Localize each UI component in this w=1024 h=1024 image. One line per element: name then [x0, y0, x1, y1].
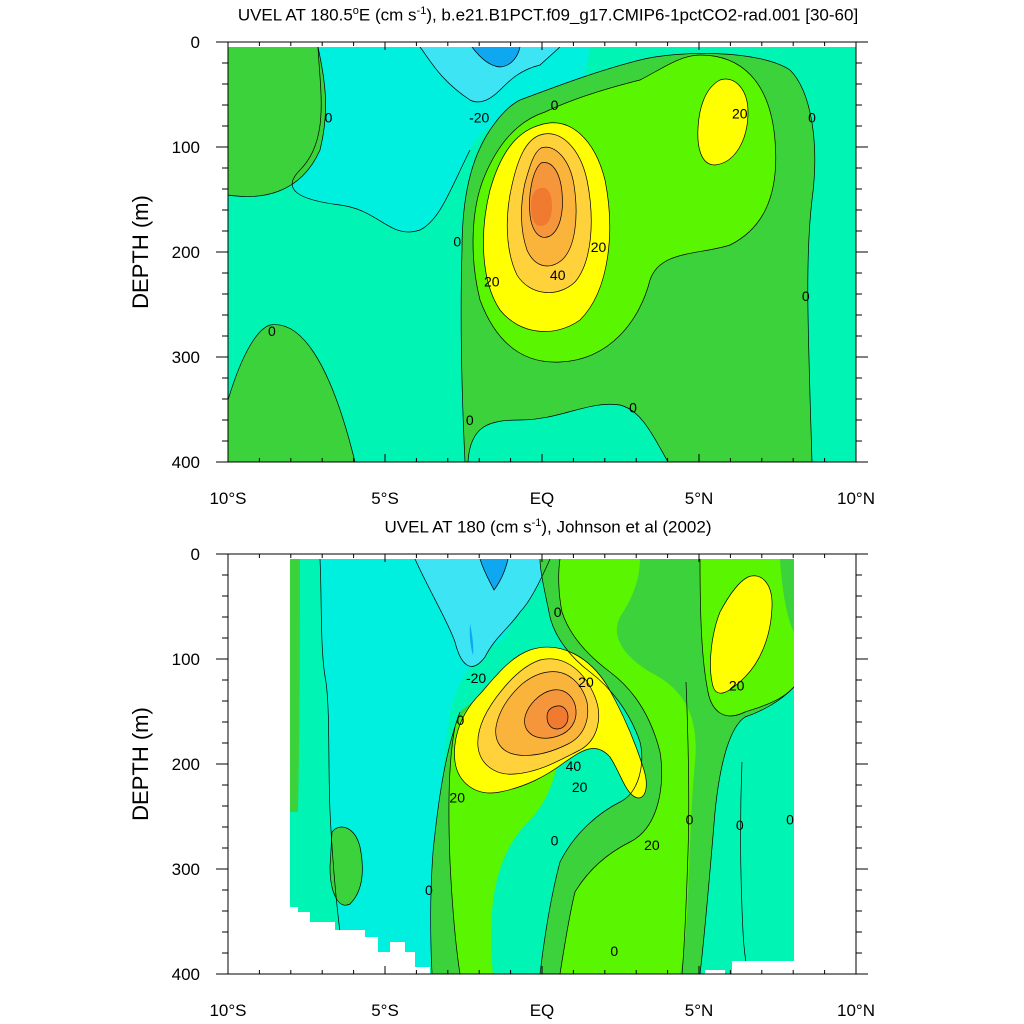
- p2-fill-southwest-lobe: [330, 827, 363, 906]
- y-tick-label: 400: [172, 965, 200, 984]
- y-axis-title: DEPTH (m): [128, 707, 153, 821]
- contour-label: 20: [644, 837, 660, 853]
- x-tick-label: 5°S: [371, 1001, 399, 1020]
- x-tick-label: 10°S: [209, 489, 246, 508]
- contour-label: 20: [578, 674, 594, 690]
- y-tick-label: 100: [172, 650, 200, 669]
- y-tick-label: 0: [191, 33, 200, 52]
- panel-1-title-degree: o: [352, 5, 359, 17]
- contour-label: 20: [572, 779, 588, 795]
- p1-fill-level-neg40: [472, 47, 520, 67]
- x-tick-label: EQ: [530, 489, 555, 508]
- p2-no-data-bottom-gap: [705, 970, 725, 974]
- p2-no-data-mask: [290, 907, 430, 974]
- panel-1-title-main: UVEL AT 180.5: [237, 5, 353, 25]
- x-tick-label: 5°N: [685, 489, 714, 508]
- contour-label: 0: [466, 412, 474, 428]
- contour-label: 0: [425, 882, 433, 898]
- p1-fill-level-60: [531, 187, 552, 226]
- x-tick-label: EQ: [530, 1001, 555, 1020]
- contour-label: 0: [786, 812, 794, 828]
- p2-fill-euc-60: [547, 705, 568, 729]
- p2-fill-west-strip: [290, 559, 340, 932]
- contour-label: 0: [551, 97, 559, 113]
- y-tick-label: 400: [172, 453, 200, 472]
- p1-fill-level-neg20: [420, 47, 560, 102]
- p2-fill-necc-20: [710, 575, 773, 694]
- p1-fill-necc-20: [697, 79, 748, 165]
- p1-fill-level-neg10: [292, 47, 590, 233]
- y-tick-label: 300: [172, 860, 200, 879]
- p1-fill-southwest-lobe: [228, 324, 355, 462]
- p2-fill-west-strip-10: [290, 559, 300, 812]
- p2-fill-level-neg20: [415, 559, 550, 667]
- x-tick-label: 5°N: [685, 1001, 714, 1020]
- contour-label: -20: [469, 110, 489, 126]
- y-tick-label: 100: [172, 138, 200, 157]
- contour-label: 0: [802, 288, 810, 304]
- contour-label: 20: [449, 790, 465, 806]
- contour-label: 0: [554, 604, 562, 620]
- contour-label: 20: [591, 239, 607, 255]
- panel-2-title-main: UVEL AT 180 (cm s: [384, 517, 532, 537]
- contour-label: 20: [732, 105, 748, 121]
- contour-label: 0: [456, 712, 464, 728]
- contour-label: 20: [484, 273, 500, 289]
- contour-label: 20: [729, 677, 745, 693]
- y-tick-label: 300: [172, 348, 200, 367]
- y-axis-title: DEPTH (m): [128, 195, 153, 309]
- contour-label: 0: [268, 323, 276, 339]
- x-tick-label: 10°S: [209, 1001, 246, 1020]
- contour-label: 0: [551, 833, 559, 849]
- x-tick-label: 10°N: [837, 489, 875, 508]
- contour-label: 0: [808, 110, 816, 126]
- p2-fill-level-20: [558, 559, 696, 974]
- y-tick-label: 0: [191, 545, 200, 564]
- contour-label: 0: [686, 812, 694, 828]
- p1-fill-west-shelf: [228, 47, 326, 197]
- panel-1-title-units: E (cm s: [358, 5, 417, 25]
- contour-label: 0: [453, 234, 461, 250]
- contour-label: 0: [610, 943, 618, 959]
- contour-label: 40: [566, 758, 582, 774]
- contour-label: 40: [550, 267, 566, 283]
- panel-2-title-superscript: -1: [531, 517, 542, 529]
- contour-label: 0: [629, 399, 637, 415]
- p2-no-data-east: [732, 961, 794, 974]
- panel-1-title-tail: ), b.e21.B1PCT.f09_g17.CMIP6-1pctCO2-rad…: [426, 5, 859, 25]
- y-tick-label: 200: [172, 755, 200, 774]
- contour-label: -20: [466, 670, 486, 686]
- panel-2-title-tail: ), Johnson et al (2002): [541, 517, 712, 537]
- x-tick-label: 10°N: [837, 1001, 875, 1020]
- contour-label: 0: [325, 110, 333, 126]
- p2-fill-neg-streak: [469, 624, 474, 655]
- y-tick-label: 200: [172, 243, 200, 262]
- contour-label: 0: [736, 817, 744, 833]
- panel-2-title: UVEL AT 180 (cm s-1), Johnson et al (200…: [0, 517, 1024, 538]
- p2-fill-level-neg40: [480, 559, 508, 590]
- panel-1-title: UVEL AT 180.5oE (cm s-1), b.e21.B1PCT.f0…: [0, 5, 1024, 26]
- x-tick-label: 5°S: [371, 489, 399, 508]
- panel-1-title-superscript: -1: [416, 5, 427, 17]
